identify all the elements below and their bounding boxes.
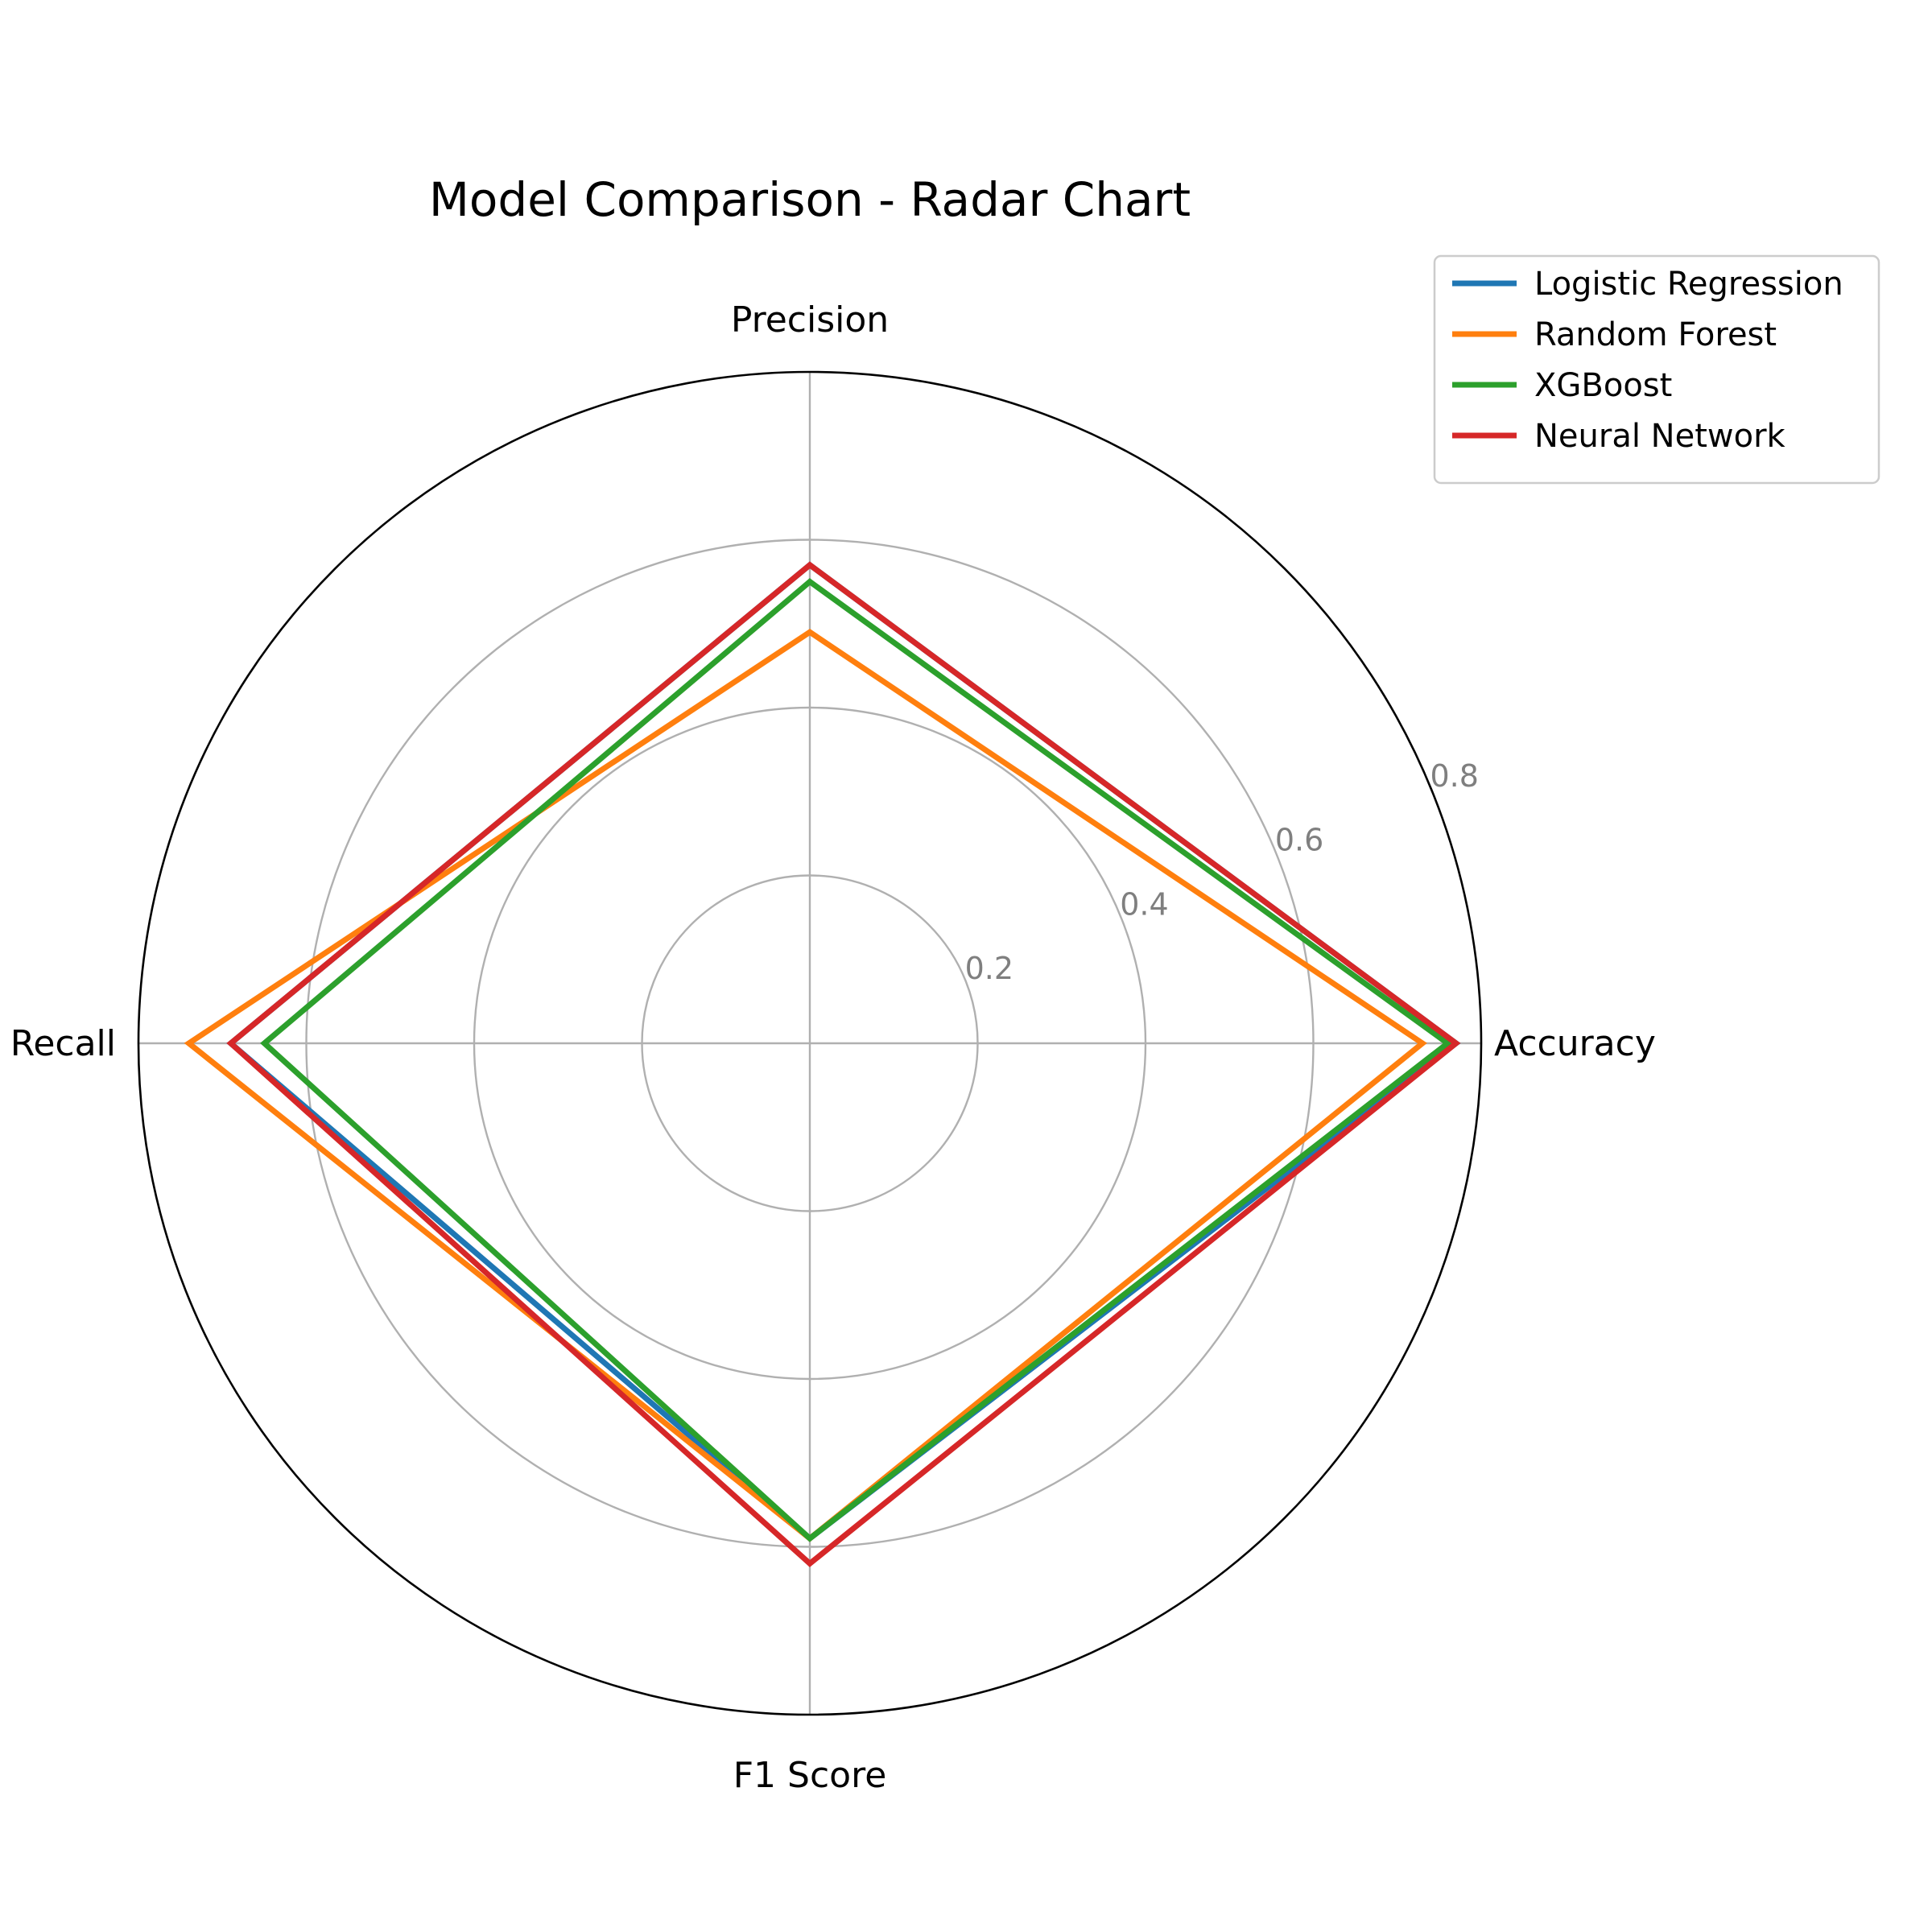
chart-title: Model Comparison - Radar Chart: [429, 172, 1191, 227]
radar-series: [184, 561, 1461, 1567]
series-neural-network: [226, 561, 1461, 1567]
radar-labels: 0.2 0.4 0.6 0.8 Accuracy Precision Recall F1 Sc…: [10, 299, 1656, 1796]
r-tick-label-3: 0.6: [1275, 823, 1323, 858]
series-xgboost: [260, 578, 1453, 1542]
legend-label-1: Logistic Regression: [1534, 266, 1843, 303]
r-tick-label-4: 0.8: [1430, 758, 1479, 794]
axis-label-accuracy: Accuracy: [1494, 1023, 1656, 1064]
r-tick-label-2: 0.4: [1120, 886, 1168, 922]
polar-frame: [137, 370, 1483, 1716]
legend: Logistic Regression Random Forest XGBoost N…: [1433, 254, 1880, 485]
legend-label-3: XGBoost: [1534, 367, 1672, 404]
axis-label-recall: Recall: [10, 1023, 116, 1064]
r-tick-label-1: 0.2: [965, 951, 1013, 986]
axis-label-f1-score: F1 Score: [733, 1755, 887, 1796]
series-logistic-regression: [226, 561, 1461, 1542]
radar-grid: [137, 370, 1483, 1716]
legend-label-2: Random Forest: [1534, 316, 1777, 353]
axis-label-precision: Precision: [731, 299, 889, 341]
series-random-forest: [184, 628, 1427, 1542]
legend-frame: [1433, 254, 1880, 485]
legend-label-4: Neural Network: [1534, 418, 1786, 455]
